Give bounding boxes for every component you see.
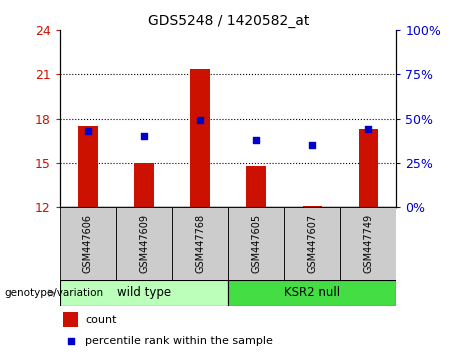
Text: wild type: wild type (117, 286, 171, 299)
Point (67, 338, 75, 344)
Text: GSM447768: GSM447768 (195, 214, 205, 273)
FancyBboxPatch shape (60, 280, 228, 306)
Point (309, 142, 316, 148)
Point (253, 137, 260, 143)
FancyBboxPatch shape (340, 207, 396, 280)
Text: percentile rank within the sample: percentile rank within the sample (85, 336, 273, 346)
FancyBboxPatch shape (228, 207, 284, 280)
Text: GSM447609: GSM447609 (139, 214, 149, 273)
FancyBboxPatch shape (116, 207, 172, 280)
Point (365, 126, 372, 132)
Bar (63, 312, 78, 327)
Bar (247, 166, 266, 207)
Text: GSM447606: GSM447606 (83, 214, 93, 273)
Bar (359, 129, 378, 207)
Point (196, 118, 204, 123)
Bar (190, 69, 210, 207)
Title: GDS5248 / 1420582_at: GDS5248 / 1420582_at (148, 14, 309, 28)
Bar (134, 163, 154, 207)
Text: GSM447605: GSM447605 (251, 214, 261, 273)
FancyBboxPatch shape (60, 207, 116, 280)
Point (84, 128, 92, 134)
Bar (78, 126, 98, 207)
Point (140, 133, 148, 139)
Text: GSM447749: GSM447749 (363, 214, 373, 273)
FancyBboxPatch shape (228, 280, 396, 306)
Text: genotype/variation: genotype/variation (5, 288, 104, 298)
FancyBboxPatch shape (284, 207, 340, 280)
Text: count: count (85, 315, 117, 325)
FancyBboxPatch shape (172, 207, 228, 280)
Text: GSM447607: GSM447607 (307, 214, 317, 273)
Bar (302, 206, 322, 207)
Text: KSR2 null: KSR2 null (284, 286, 340, 299)
